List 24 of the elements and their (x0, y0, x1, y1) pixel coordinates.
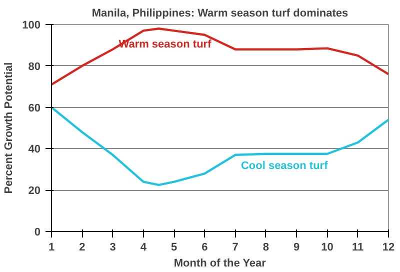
x-tick-label: 9 (294, 242, 300, 254)
y-tick-label: 0 (34, 226, 41, 238)
x-tick-label: 7 (232, 242, 238, 254)
x-axis-title: Month of the Year (174, 258, 267, 270)
x-tick-label: 11 (352, 242, 364, 254)
x-tick-label: 1 (48, 242, 55, 254)
line-series (52, 106, 388, 186)
chart-title: Manila, Philippines: Warm season turf dominates (92, 8, 348, 20)
y-tick-label: 80 (28, 60, 41, 73)
y-tick-label: 100 (22, 20, 41, 32)
x-tick-label: 4 (140, 242, 148, 254)
x-tick-label: 2 (79, 242, 86, 254)
y-tick-label: 40 (28, 144, 41, 156)
x-tick-label: 6 (202, 242, 208, 254)
y-tick-label: 60 (28, 102, 41, 114)
y-axis-title: Percent Growth Potential (3, 62, 16, 194)
x-tick-label: 12 (382, 242, 395, 254)
line-series (52, 28, 388, 86)
x-tick-label: 3 (110, 242, 116, 254)
x-tick-label: 10 (321, 242, 334, 254)
series-label: Cool season turf (240, 160, 328, 172)
x-tick-label: 8 (262, 242, 270, 254)
x-tick-label: 5 (170, 242, 178, 254)
y-tick-label: 20 (28, 185, 41, 198)
